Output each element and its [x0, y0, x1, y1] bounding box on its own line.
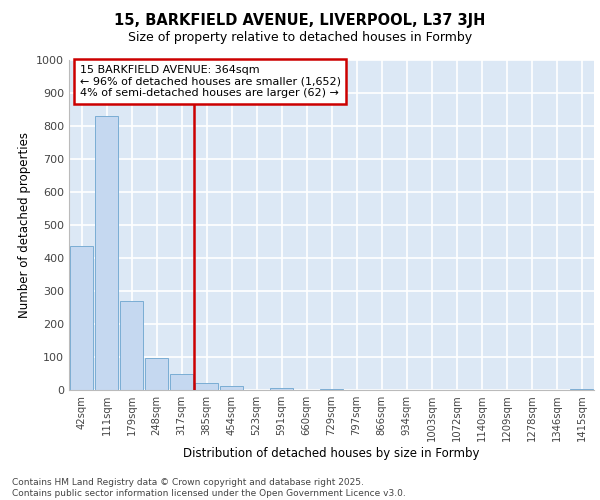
Bar — [195, 384, 218, 390]
X-axis label: Distribution of detached houses by size in Formby: Distribution of detached houses by size … — [183, 447, 480, 460]
Bar — [70, 246, 93, 390]
Bar — [145, 358, 168, 390]
Text: 15 BARKFIELD AVENUE: 364sqm
← 96% of detached houses are smaller (1,652)
4% of s: 15 BARKFIELD AVENUE: 364sqm ← 96% of det… — [79, 65, 341, 98]
Y-axis label: Number of detached properties: Number of detached properties — [17, 132, 31, 318]
Text: Contains HM Land Registry data © Crown copyright and database right 2025.
Contai: Contains HM Land Registry data © Crown c… — [12, 478, 406, 498]
Text: Size of property relative to detached houses in Formby: Size of property relative to detached ho… — [128, 31, 472, 44]
Bar — [270, 388, 293, 390]
Bar — [95, 116, 118, 390]
Bar — [320, 389, 343, 390]
Text: 15, BARKFIELD AVENUE, LIVERPOOL, L37 3JH: 15, BARKFIELD AVENUE, LIVERPOOL, L37 3JH — [115, 12, 485, 28]
Bar — [120, 301, 143, 390]
Bar — [570, 389, 593, 390]
Bar — [170, 374, 193, 390]
Bar — [220, 386, 243, 390]
